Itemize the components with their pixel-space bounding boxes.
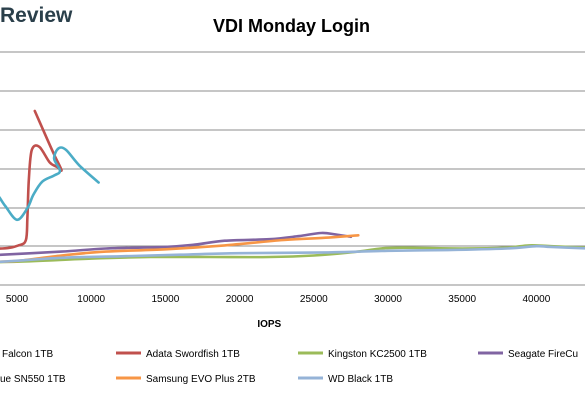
legend-label: ue SN550 1TB [0, 374, 66, 385]
legend-entry: Seagate FireCu [478, 349, 578, 360]
x-tick-label: 10000 [77, 294, 105, 305]
x-axis-label: IOPS [257, 319, 281, 330]
brand-logo: Review [0, 4, 73, 27]
legend-entry: Adata Swordfish 1TB [116, 349, 240, 360]
legend-entry: Falcon 1TB [2, 349, 53, 360]
legend-entry: Kingston KC2500 1TB [298, 349, 427, 360]
x-tick-label: 40000 [522, 294, 550, 305]
chart-title: VDI Monday Login [0, 16, 585, 37]
legend-entry: Samsung EVO Plus 2TB [116, 374, 256, 385]
x-axis-ticks: 5000 10000 15000 20000 25000 30000 35000 40000 [6, 294, 551, 305]
legend-entry: ue SN550 1TB [0, 374, 66, 385]
grid-lines [0, 51, 585, 286]
legend-label: Adata Swordfish 1TB [146, 349, 240, 360]
x-tick-label: 30000 [374, 294, 402, 305]
legend: Falcon 1TB Adata Swordfish 1TB Kingston KC… [0, 349, 578, 385]
series-line-6 [0, 244, 585, 264]
x-tick-label: 25000 [300, 294, 328, 305]
x-tick-label: 15000 [151, 294, 179, 305]
legend-label: Samsung EVO Plus 2TB [146, 374, 256, 385]
x-tick-label: 20000 [226, 294, 254, 305]
legend-label: Kingston KC2500 1TB [328, 349, 427, 360]
legend-label: Falcon 1TB [2, 349, 53, 360]
legend-label: WD Black 1TB [328, 374, 393, 385]
chart-title-text: VDI Monday Login [213, 16, 370, 36]
series-line-4 [0, 146, 100, 222]
x-tick-label: 5000 [6, 294, 29, 305]
x-tick-label: 35000 [448, 294, 476, 305]
series-line-3 [0, 231, 353, 257]
legend-entry: WD Black 1TB [298, 374, 393, 385]
series-line-1 [0, 109, 63, 250]
legend-label: Seagate FireCu [508, 349, 578, 360]
series-lines [0, 109, 585, 264]
